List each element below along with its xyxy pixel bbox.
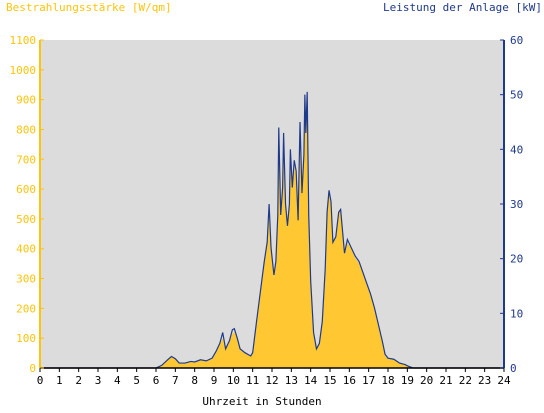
axes: 0100200300400500600700800900100011000102… xyxy=(10,34,524,387)
left-tick-label: 200 xyxy=(16,302,36,315)
x-tick-label: 20 xyxy=(420,374,433,387)
x-tick-label: 21 xyxy=(439,374,452,387)
left-tick-label: 700 xyxy=(16,153,36,166)
left-tick-label: 500 xyxy=(16,213,36,226)
x-tick-label: 2 xyxy=(75,374,82,387)
x-tick-label: 18 xyxy=(381,374,394,387)
right-tick-label: 10 xyxy=(510,307,523,320)
x-tick-label: 15 xyxy=(323,374,336,387)
x-tick-label: 14 xyxy=(304,374,318,387)
x-tick-label: 3 xyxy=(95,374,102,387)
x-tick-label: 19 xyxy=(401,374,414,387)
x-tick-label: 5 xyxy=(133,374,140,387)
x-tick-label: 11 xyxy=(246,374,259,387)
right-tick-label: 30 xyxy=(510,198,523,211)
x-tick-label: 12 xyxy=(265,374,278,387)
x-tick-label: 10 xyxy=(227,374,240,387)
right-tick-label: 40 xyxy=(510,143,523,156)
right-axis-title: Leistung der Anlage [kW] xyxy=(383,1,542,14)
x-tick-label: 1 xyxy=(56,374,63,387)
left-tick-label: 900 xyxy=(16,94,36,107)
x-tick-label: 0 xyxy=(37,374,44,387)
x-tick-label: 8 xyxy=(191,374,198,387)
x-tick-label: 6 xyxy=(153,374,160,387)
left-tick-label: 100 xyxy=(16,332,36,345)
left-tick-label: 600 xyxy=(16,183,36,196)
left-tick-label: 300 xyxy=(16,273,36,286)
plot-area xyxy=(40,40,504,369)
right-tick-label: 0 xyxy=(510,362,517,375)
power-line xyxy=(40,91,504,369)
left-tick-label: 800 xyxy=(16,123,36,136)
left-tick-label: 1000 xyxy=(10,64,37,77)
x-tick-label: 23 xyxy=(478,374,491,387)
right-tick-label: 60 xyxy=(510,34,523,47)
x-tick-label: 7 xyxy=(172,374,179,387)
x-tick-label: 4 xyxy=(114,374,121,387)
x-axis-label: Uhrzeit in Stunden xyxy=(202,395,321,408)
x-tick-label: 9 xyxy=(211,374,218,387)
x-tick-label: 13 xyxy=(285,374,298,387)
right-tick-label: 50 xyxy=(510,89,523,102)
left-tick-label: 0 xyxy=(29,362,36,375)
x-tick-label: 24 xyxy=(497,374,511,387)
left-axis-title: Bestrahlungsstärke [W/qm] xyxy=(6,1,172,14)
left-tick-label: 1100 xyxy=(10,34,37,47)
x-tick-label: 17 xyxy=(362,374,375,387)
irradiance-area xyxy=(40,93,504,369)
right-tick-label: 20 xyxy=(510,253,523,266)
left-tick-label: 400 xyxy=(16,243,36,256)
x-tick-label: 16 xyxy=(343,374,356,387)
x-tick-label: 22 xyxy=(459,374,472,387)
